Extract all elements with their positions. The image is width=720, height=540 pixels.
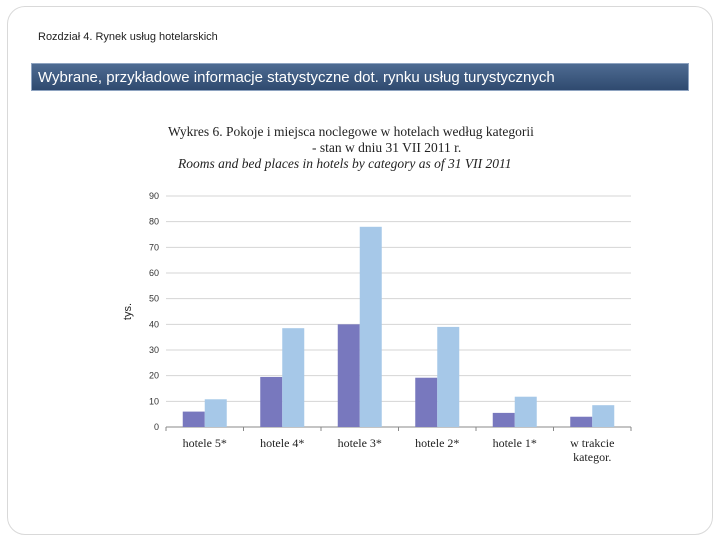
bar-beds: [437, 326, 460, 427]
x-tick-label: hotele 5*: [183, 436, 227, 450]
section-banner: Wybrane, przykładowe informacje statysty…: [31, 63, 689, 91]
bar-beds: [514, 396, 537, 427]
bar-beds: [359, 226, 382, 427]
bar-rooms: [260, 376, 283, 427]
x-tick-label: hotele 3*: [338, 436, 382, 450]
y-tick-label: 70: [149, 242, 159, 252]
bar-rooms: [337, 324, 360, 427]
y-tick-label: 80: [149, 217, 159, 227]
bar-rooms: [570, 416, 593, 427]
y-tick-label: 10: [149, 396, 159, 406]
y-tick-label: 0: [154, 422, 159, 432]
bar-rooms: [415, 377, 438, 427]
y-axis-label: tys.: [122, 303, 134, 320]
chart-title-line-2: - stan w dniu 31 VII 2011 r.: [312, 140, 462, 155]
x-tick-label: hotele 4*: [260, 436, 304, 450]
y-tick-label: 60: [149, 268, 159, 278]
bar-rooms: [182, 411, 205, 427]
x-tick-label: hotele 1*: [493, 436, 537, 450]
y-tick-label: 30: [149, 345, 159, 355]
bar-beds: [592, 405, 615, 427]
x-tick-label: kategor.: [573, 450, 611, 464]
y-tick-label: 50: [149, 294, 159, 304]
chart-title-line-3: Rooms and bed places in hotels by catego…: [178, 156, 512, 171]
banner-text: Wybrane, przykładowe informacje statysty…: [38, 69, 555, 86]
bar-beds: [204, 399, 227, 427]
y-tick-label: 40: [149, 319, 159, 329]
chart-title-line-1: Wykres 6. Pokoje i miejsca noclegowe w h…: [168, 124, 534, 139]
x-tick-label: hotele 2*: [415, 436, 459, 450]
bar-rooms: [492, 412, 515, 427]
bar-beds: [282, 328, 305, 427]
y-tick-label: 90: [149, 191, 159, 201]
y-tick-label: 20: [149, 371, 159, 381]
chart-title: Wykres 6. Pokoje i miejsca noclegowe w h…: [168, 124, 568, 172]
x-tick-label: w trakcie: [570, 436, 614, 450]
page-header: Rozdział 4. Rynek usług hotelarskich: [38, 31, 218, 43]
